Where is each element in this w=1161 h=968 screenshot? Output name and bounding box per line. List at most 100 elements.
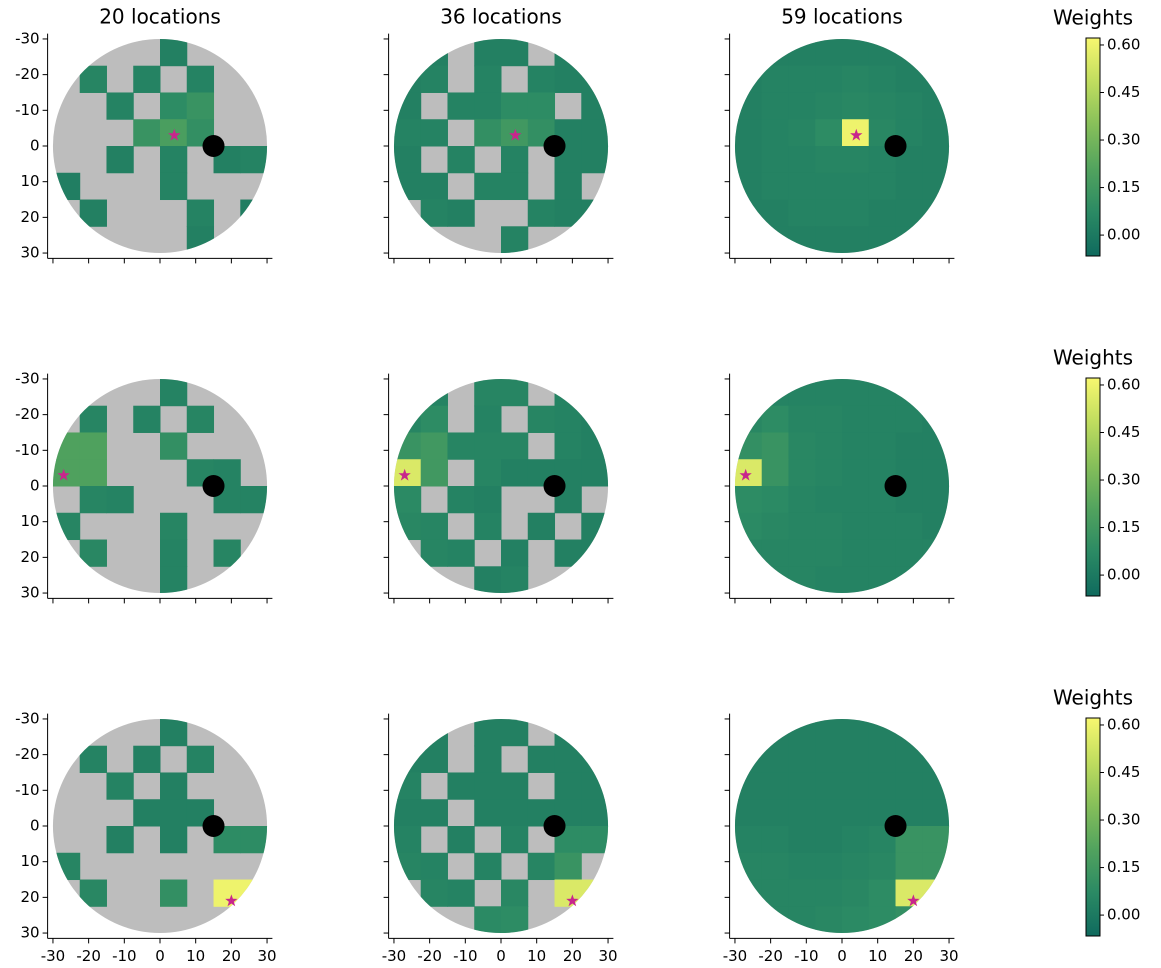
y-tick-label: 30: [21, 244, 40, 262]
y-tick-label: 30: [21, 924, 40, 942]
x-tick-label: 30: [599, 947, 618, 965]
heat-cell: [501, 378, 529, 407]
heat-cell: [393, 119, 422, 147]
heat-cell: [501, 566, 529, 594]
heat-cell: [842, 539, 870, 567]
heat-cell: [474, 512, 502, 541]
heat-cell: [734, 512, 763, 541]
star: [168, 128, 181, 141]
heat-cell: [501, 432, 529, 460]
heat-cell: [420, 718, 448, 747]
heat-cell: [922, 486, 950, 514]
heat-cell: [501, 146, 529, 174]
cells: [734, 378, 950, 594]
heat-cell: [922, 745, 950, 773]
heat-cell: [868, 879, 897, 907]
heat-cell: [842, 799, 870, 827]
heat-cell: [895, 172, 923, 201]
heat-cell: [474, 745, 502, 773]
heat-cell: [815, 405, 843, 433]
heat-cell: [581, 38, 609, 67]
heat-cell: [501, 172, 529, 201]
heat-cell: [922, 378, 950, 407]
x-tick-label: 10: [868, 947, 887, 965]
heat-cell: [581, 745, 609, 773]
heat-cell: [842, 226, 870, 254]
heat-cell: [842, 92, 870, 120]
heat-cell: [106, 486, 134, 514]
heat-cell: [895, 879, 923, 907]
heat-cell: [895, 65, 923, 93]
heat-cell: [788, 906, 816, 934]
dot: [543, 135, 566, 157]
heat-cell: [815, 459, 843, 487]
heat-cell: [761, 906, 789, 934]
colorbar: [1085, 717, 1101, 937]
heat-cell: [447, 92, 475, 120]
heat-cell: [895, 199, 923, 227]
heat-cell: [922, 906, 950, 934]
y-tick-label: -20: [15, 745, 40, 763]
heat-cell: [788, 65, 816, 93]
heat-cell: [922, 539, 950, 567]
heat-cell: [581, 772, 609, 800]
heat-cell: [501, 826, 529, 854]
heat-cell: [734, 799, 763, 827]
heat-cell: [393, 745, 422, 773]
heat-cell: [815, 799, 843, 827]
heat-cell: [79, 879, 107, 907]
y-tick-label: 20: [21, 548, 40, 566]
heat-cell: [922, 226, 950, 254]
heat-cell: [79, 432, 107, 460]
heat-cell: [447, 772, 475, 800]
heat-cell: [420, 512, 448, 541]
star: [398, 468, 411, 481]
heat-cell: [474, 65, 502, 93]
colorbar-tick-label: 0.30: [1107, 471, 1140, 489]
heat-cell: [393, 486, 422, 514]
heat-cell: [581, 826, 609, 854]
heat-cell: [842, 405, 870, 433]
heat-cell: [501, 459, 529, 487]
heat-cell: [761, 512, 789, 541]
heat-cell: [447, 879, 475, 907]
heat-cell: [922, 119, 950, 147]
heat-cell: [788, 459, 816, 487]
heat-cell: [527, 852, 556, 881]
colorbar: [1085, 377, 1101, 597]
heat-cell: [186, 199, 215, 227]
heat-cell: [474, 92, 502, 120]
heat-cell: [868, 718, 897, 747]
colorbar-tick-label: 0.15: [1107, 178, 1140, 196]
heat-cell: [815, 566, 843, 594]
heat-cell: [842, 745, 870, 773]
heat-cell: [393, 459, 422, 487]
star: [57, 468, 70, 481]
y-tick-label: -20: [15, 65, 40, 83]
heat-cell: [815, 772, 843, 800]
heat-cell: [393, 172, 422, 201]
y-tick-label: 0: [30, 477, 40, 495]
heat-cell: [393, 378, 422, 407]
heat-cell: [474, 718, 502, 747]
y-tick-label: 10: [21, 512, 40, 530]
heat-cell: [868, 432, 897, 460]
heat-cell: [474, 432, 502, 460]
heat-cell: [922, 146, 950, 174]
heat-cell: [581, 432, 609, 460]
heat-cell: [160, 378, 188, 407]
heat-cell: [734, 718, 763, 747]
heat-cell: [581, 539, 609, 567]
heat-cell: [474, 38, 502, 67]
heat-cell: [52, 459, 81, 487]
star: [225, 894, 238, 907]
heat-cell: [761, 459, 789, 487]
heat-cell: [474, 566, 502, 594]
heat-cell: [554, 432, 582, 460]
x-tick-label: 20: [222, 947, 241, 965]
heat-cell: [581, 799, 609, 827]
heat-cell: [420, 65, 448, 93]
heat-cell: [474, 799, 502, 827]
x-tick-label: -30: [723, 947, 748, 965]
heat-cell: [761, 65, 789, 93]
